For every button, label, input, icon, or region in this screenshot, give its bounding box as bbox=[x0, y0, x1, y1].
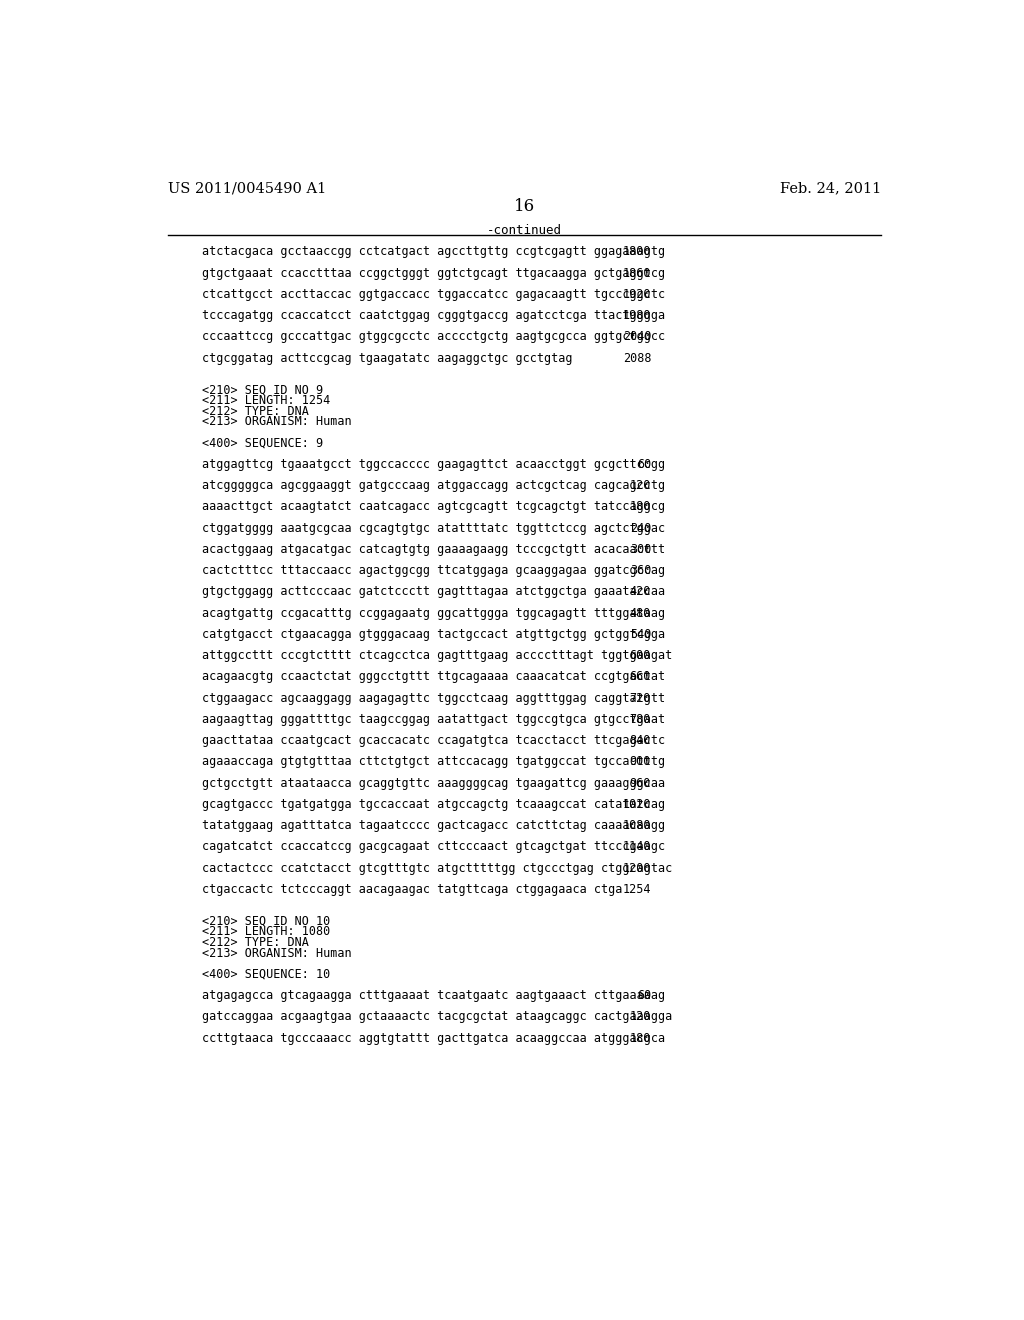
Text: <400> SEQUENCE: 9: <400> SEQUENCE: 9 bbox=[202, 437, 323, 450]
Text: 180: 180 bbox=[630, 500, 651, 513]
Text: 2088: 2088 bbox=[623, 351, 651, 364]
Text: 1860: 1860 bbox=[623, 267, 651, 280]
Text: <213> ORGANISM: Human: <213> ORGANISM: Human bbox=[202, 416, 351, 429]
Text: 120: 120 bbox=[630, 479, 651, 492]
Text: ctggatgggg aaatgcgcaa cgcagtgtgc atattttatc tggttctccg agctctggac: ctggatgggg aaatgcgcaa cgcagtgtgc atatttt… bbox=[202, 521, 665, 535]
Text: -continued: -continued bbox=[487, 224, 562, 236]
Text: gaacttataa ccaatgcact gcaccacatc ccagatgtca tcacctacct ttcgagactc: gaacttataa ccaatgcact gcaccacatc ccagatg… bbox=[202, 734, 665, 747]
Text: atggagttcg tgaaatgcct tggccacccc gaagagttct acaacctggt gcgcttccgg: atggagttcg tgaaatgcct tggccacccc gaagagt… bbox=[202, 458, 665, 471]
Text: 16: 16 bbox=[514, 198, 536, 215]
Text: 1920: 1920 bbox=[623, 288, 651, 301]
Text: gcagtgaccc tgatgatgga tgccaccaat atgccagctg tcaaagccat catatatcag: gcagtgaccc tgatgatgga tgccaccaat atgccag… bbox=[202, 799, 665, 810]
Text: acagaacgtg ccaactctat gggcctgttt ttgcagaaaa caaacatcat ccgtgactat: acagaacgtg ccaactctat gggcctgttt ttgcaga… bbox=[202, 671, 665, 684]
Text: acagtgattg ccgacatttg ccggagaatg ggcattggga tggcagagtt tttggataag: acagtgattg ccgacatttg ccggagaatg ggcattg… bbox=[202, 607, 665, 619]
Text: <212> TYPE: DNA: <212> TYPE: DNA bbox=[202, 405, 308, 418]
Text: 780: 780 bbox=[630, 713, 651, 726]
Text: 1080: 1080 bbox=[623, 820, 651, 832]
Text: tatatggaag agatttatca tagaatcccc gactcagacc catcttctag caaaacaagg: tatatggaag agatttatca tagaatcccc gactcag… bbox=[202, 820, 665, 832]
Text: 420: 420 bbox=[630, 586, 651, 598]
Text: atcgggggca agcggaaggt gatgcccaag atggaccagg actcgctcag cagcagcctg: atcgggggca agcggaaggt gatgcccaag atggacc… bbox=[202, 479, 665, 492]
Text: 1140: 1140 bbox=[623, 841, 651, 854]
Text: atgagagcca gtcagaagga ctttgaaaat tcaatgaatc aagtgaaact cttgaaaaag: atgagagcca gtcagaagga ctttgaaaat tcaatga… bbox=[202, 989, 665, 1002]
Text: 720: 720 bbox=[630, 692, 651, 705]
Text: gtgctgaaat ccacctttaa ccggctgggt ggtctgcagt ttgacaagga gctgaggtcg: gtgctgaaat ccacctttaa ccggctgggt ggtctgc… bbox=[202, 267, 665, 280]
Text: 60: 60 bbox=[637, 989, 651, 1002]
Text: acactggaag atgacatgac catcagtgtg gaaaagaagg tcccgctgtt acacaacttt: acactggaag atgacatgac catcagtgtg gaaaaga… bbox=[202, 543, 665, 556]
Text: cagatcatct ccaccatccg gacgcagaat cttcccaact gtcagctgat ttcccgaagc: cagatcatct ccaccatccg gacgcagaat cttccca… bbox=[202, 841, 665, 854]
Text: 840: 840 bbox=[630, 734, 651, 747]
Text: cccaattccg gcccattgac gtggcgcctc acccctgctg aagtgcgcca ggtgctggcc: cccaattccg gcccattgac gtggcgcctc acccctg… bbox=[202, 330, 665, 343]
Text: <212> TYPE: DNA: <212> TYPE: DNA bbox=[202, 936, 308, 949]
Text: gatccaggaa acgaagtgaa gctaaaactc tacgcgctat ataagcaggc cactgaaagga: gatccaggaa acgaagtgaa gctaaaactc tacgcgc… bbox=[202, 1011, 672, 1023]
Text: cactctttcc tttaccaacc agactggcgg ttcatggaga gcaaggagaa ggatcgccag: cactctttcc tttaccaacc agactggcgg ttcatgg… bbox=[202, 564, 665, 577]
Text: atctacgaca gcctaaccgg cctcatgact agccttgttg ccgtcgagtt ggagaaagtg: atctacgaca gcctaaccgg cctcatgact agccttg… bbox=[202, 246, 665, 259]
Text: 600: 600 bbox=[630, 649, 651, 663]
Text: gctgcctgtt ataataacca gcaggtgttc aaaggggcag tgaagattcg gaaagggcaa: gctgcctgtt ataataacca gcaggtgttc aaagggg… bbox=[202, 776, 665, 789]
Text: 60: 60 bbox=[637, 458, 651, 471]
Text: agaaaccaga gtgtgtttaa cttctgtgct attccacagg tgatggccat tgccactttg: agaaaccaga gtgtgtttaa cttctgtgct attccac… bbox=[202, 755, 665, 768]
Text: Feb. 24, 2011: Feb. 24, 2011 bbox=[780, 182, 882, 195]
Text: 300: 300 bbox=[630, 543, 651, 556]
Text: 540: 540 bbox=[630, 628, 651, 642]
Text: 1200: 1200 bbox=[623, 862, 651, 875]
Text: aaaacttgct acaagtatct caatcagacc agtcgcagtt tcgcagctgt tatccaggcg: aaaacttgct acaagtatct caatcagacc agtcgca… bbox=[202, 500, 665, 513]
Text: aagaagttag gggattttgc taagccggag aatattgact tggccgtgca gtgcctgaat: aagaagttag gggattttgc taagccggag aatattg… bbox=[202, 713, 665, 726]
Text: ctggaagacc agcaaggagg aagagagttc tggcctcaag aggtttggag caggtatgtt: ctggaagacc agcaaggagg aagagagttc tggcctc… bbox=[202, 692, 665, 705]
Text: 660: 660 bbox=[630, 671, 651, 684]
Text: 180: 180 bbox=[630, 1032, 651, 1044]
Text: 2040: 2040 bbox=[623, 330, 651, 343]
Text: ctgaccactc tctcccaggt aacagaagac tatgttcaga ctggagaaca ctga: ctgaccactc tctcccaggt aacagaagac tatgttc… bbox=[202, 883, 622, 896]
Text: <213> ORGANISM: Human: <213> ORGANISM: Human bbox=[202, 946, 351, 960]
Text: ctgcggatag acttccgcag tgaagatatc aagaggctgc gcctgtag: ctgcggatag acttccgcag tgaagatatc aagaggc… bbox=[202, 351, 572, 364]
Text: ctcattgcct accttaccac ggtgaccacc tggaccatcc gagacaagtt tgcccggctc: ctcattgcct accttaccac ggtgaccacc tggacca… bbox=[202, 288, 665, 301]
Text: 480: 480 bbox=[630, 607, 651, 619]
Text: gtgctggagg acttcccaac gatctccctt gagtttagaa atctggctga gaaataccaa: gtgctggagg acttcccaac gatctccctt gagttta… bbox=[202, 586, 665, 598]
Text: 1980: 1980 bbox=[623, 309, 651, 322]
Text: tcccagatgg ccaccatcct caatctggag cgggtgaccg agatcctcga ttactgggga: tcccagatgg ccaccatcct caatctggag cgggtga… bbox=[202, 309, 665, 322]
Text: 900: 900 bbox=[630, 755, 651, 768]
Text: US 2011/0045490 A1: US 2011/0045490 A1 bbox=[168, 182, 327, 195]
Text: <211> LENGTH: 1080: <211> LENGTH: 1080 bbox=[202, 925, 330, 939]
Text: <210> SEQ ID NO 9: <210> SEQ ID NO 9 bbox=[202, 384, 323, 396]
Text: 960: 960 bbox=[630, 776, 651, 789]
Text: ccttgtaaca tgcccaaacc aggtgtattt gacttgatca acaaggccaa atgggacgca: ccttgtaaca tgcccaaacc aggtgtattt gacttga… bbox=[202, 1032, 665, 1044]
Text: attggccttt cccgtctttt ctcagcctca gagtttgaag acccctttagt tggtgaagat: attggccttt cccgtctttt ctcagcctca gagtttg… bbox=[202, 649, 672, 663]
Text: <210> SEQ ID NO 10: <210> SEQ ID NO 10 bbox=[202, 915, 330, 928]
Text: <211> LENGTH: 1254: <211> LENGTH: 1254 bbox=[202, 395, 330, 407]
Text: 1800: 1800 bbox=[623, 246, 651, 259]
Text: 360: 360 bbox=[630, 564, 651, 577]
Text: cactactccc ccatctacct gtcgtttgtc atgctttttgg ctgccctgag ctggcagtac: cactactccc ccatctacct gtcgtttgtc atgcttt… bbox=[202, 862, 672, 875]
Text: catgtgacct ctgaacagga gtgggacaag tactgccact atgttgctgg gctggtcgga: catgtgacct ctgaacagga gtgggacaag tactgcc… bbox=[202, 628, 665, 642]
Text: 120: 120 bbox=[630, 1011, 651, 1023]
Text: <400> SEQUENCE: 10: <400> SEQUENCE: 10 bbox=[202, 968, 330, 981]
Text: 1254: 1254 bbox=[623, 883, 651, 896]
Text: 1020: 1020 bbox=[623, 799, 651, 810]
Text: 240: 240 bbox=[630, 521, 651, 535]
